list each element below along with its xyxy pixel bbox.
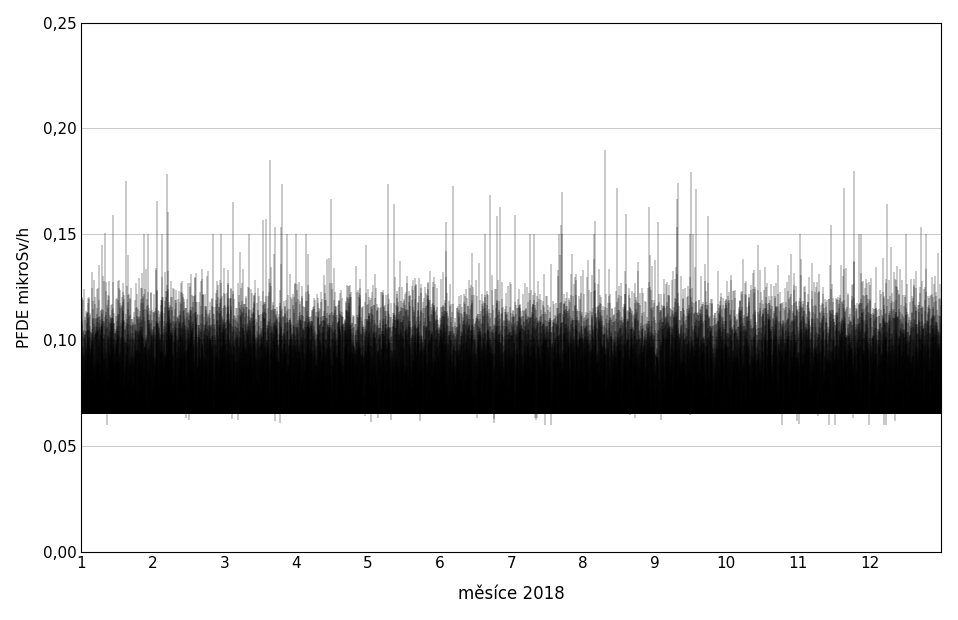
Y-axis label: PFDE mikroSv/h: PFDE mikroSv/h [16, 226, 32, 348]
X-axis label: měsíce 2018: měsíce 2018 [458, 585, 564, 603]
